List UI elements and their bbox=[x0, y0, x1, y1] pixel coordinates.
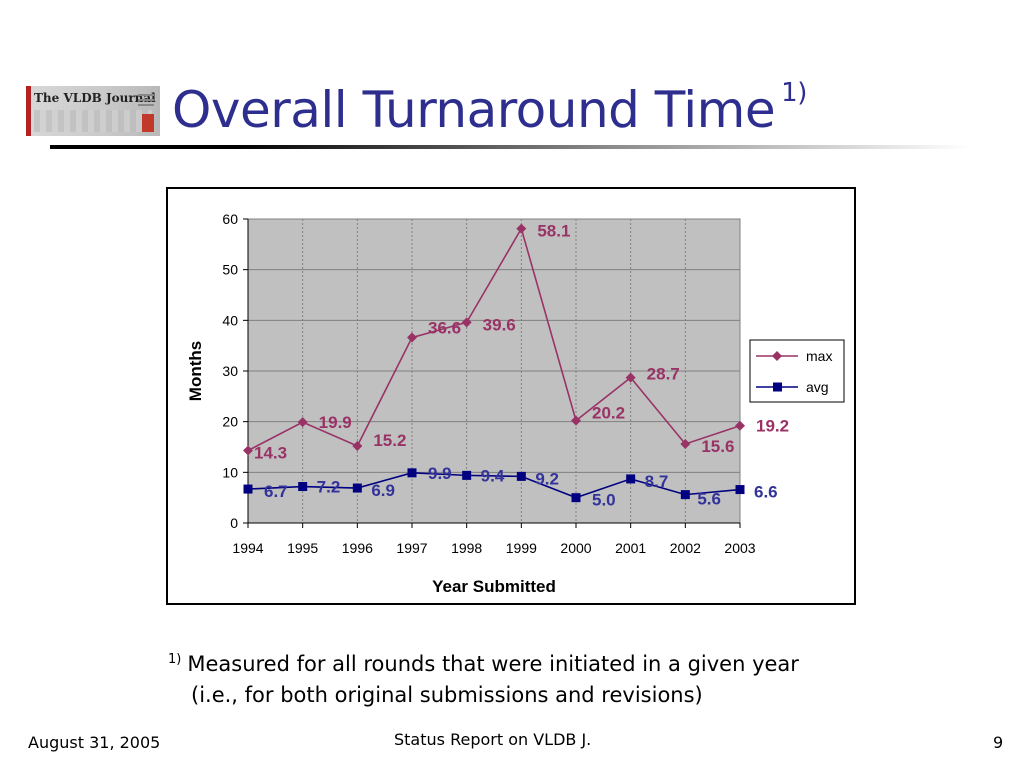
x-tick-label: 2001 bbox=[615, 540, 646, 556]
y-axis-title: Months bbox=[186, 341, 205, 401]
y-tick-label: 10 bbox=[222, 464, 238, 480]
footer-date: August 31, 2005 bbox=[28, 733, 161, 752]
series-line-avg bbox=[247, 472, 741, 499]
data-point-avg bbox=[243, 484, 253, 494]
x-tick-label: 1995 bbox=[287, 540, 318, 556]
data-label-max: 19.2 bbox=[756, 417, 789, 436]
vldb-journal-logo: The VLDB Journal bbox=[26, 86, 160, 136]
data-point-avg bbox=[298, 482, 308, 492]
data-point-avg bbox=[571, 493, 581, 503]
data-label-max: 36.6 bbox=[428, 319, 461, 338]
logo-red-box bbox=[142, 114, 154, 132]
title-footnote-ref: 1) bbox=[781, 78, 807, 108]
data-point-max bbox=[297, 417, 308, 428]
footnote-text-1: Measured for all rounds that were initia… bbox=[187, 652, 799, 676]
x-tick-label: 1999 bbox=[506, 540, 537, 556]
logo-stripe bbox=[26, 86, 31, 136]
data-label-max: 14.3 bbox=[254, 444, 287, 463]
y-tick-label: 0 bbox=[230, 515, 238, 531]
y-tick-label: 40 bbox=[222, 312, 238, 328]
data-label-avg: 7.2 bbox=[317, 478, 341, 497]
slide-title-text: Overall Turnaround Time bbox=[172, 81, 776, 139]
x-tick-label: 1998 bbox=[451, 540, 482, 556]
data-label-avg: 6.9 bbox=[371, 481, 395, 500]
data-label-avg: 9.4 bbox=[481, 466, 505, 485]
x-tick-label: 1996 bbox=[342, 540, 373, 556]
series-line-max bbox=[247, 226, 741, 452]
data-label-max: 28.7 bbox=[647, 365, 680, 384]
title-underline bbox=[50, 145, 970, 149]
legend-box bbox=[749, 339, 845, 403]
legend-label-avg: avg bbox=[806, 379, 829, 395]
logo-sub-lines bbox=[138, 94, 154, 109]
data-point-max bbox=[516, 223, 527, 234]
y-tick-label: 60 bbox=[222, 211, 238, 227]
legend-label-max: max bbox=[806, 348, 832, 364]
data-point-avg bbox=[462, 470, 472, 480]
slide-title: Overall Turnaround Time 1) bbox=[172, 78, 807, 139]
data-label-avg: 6.7 bbox=[264, 482, 288, 501]
data-label-avg: 6.6 bbox=[754, 483, 778, 502]
x-tick-label: 2000 bbox=[560, 540, 591, 556]
data-point-max bbox=[461, 317, 472, 328]
page-number: 9 bbox=[993, 733, 1004, 752]
x-tick-label: 2003 bbox=[724, 540, 755, 556]
data-point-avg bbox=[352, 483, 362, 493]
data-label-avg: 8.7 bbox=[645, 472, 669, 491]
footnote-line-1: 1) Measured for all rounds that were init… bbox=[168, 644, 799, 680]
data-point-avg bbox=[735, 485, 745, 495]
data-point-avg bbox=[680, 490, 690, 500]
y-tick-label: 20 bbox=[222, 414, 238, 430]
legend-marker-avg bbox=[773, 382, 782, 392]
data-label-avg: 5.6 bbox=[697, 490, 721, 509]
footer-title: Status Report on VLDB J. bbox=[394, 730, 592, 749]
data-point-max bbox=[407, 332, 417, 343]
data-point-max bbox=[243, 445, 253, 456]
chart-frame: 0 10 20 30 40 50 60 1994 1995 1996 1997 1998 1999 200… bbox=[166, 187, 856, 605]
x-tick-label: 1997 bbox=[396, 540, 427, 556]
logo-text: The VLDB Journal bbox=[34, 91, 156, 105]
data-label-avg: 9.2 bbox=[535, 469, 559, 488]
x-tick-label: 1994 bbox=[232, 540, 263, 556]
data-label-max: 20.2 bbox=[592, 404, 625, 423]
logo-texture bbox=[34, 110, 152, 132]
data-point-max bbox=[571, 415, 581, 426]
legend-marker-max bbox=[772, 351, 782, 361]
y-tick-label: 50 bbox=[222, 262, 238, 278]
data-point-avg bbox=[516, 471, 526, 481]
data-label-max: 58.1 bbox=[537, 222, 570, 241]
data-label-avg: 5.0 bbox=[592, 491, 616, 510]
data-label-avg: 9.9 bbox=[428, 464, 452, 483]
data-label-max: 15.2 bbox=[373, 431, 406, 450]
line-chart: 0 10 20 30 40 50 60 1994 1995 1996 1997 1998 1999 200… bbox=[186, 211, 845, 596]
footnote: 1) Measured for all rounds that were init… bbox=[168, 644, 799, 711]
data-point-max bbox=[352, 440, 363, 451]
data-point-avg bbox=[626, 474, 636, 484]
data-point-max bbox=[735, 420, 745, 431]
footnote-line-2: (i.e., for both original submissions and… bbox=[191, 683, 703, 707]
footnote-mark: 1) bbox=[168, 652, 182, 667]
data-label-max: 15.6 bbox=[701, 437, 734, 456]
y-tick-label: 30 bbox=[222, 363, 238, 379]
x-tick-label: 2002 bbox=[670, 540, 701, 556]
data-point-max bbox=[680, 438, 691, 449]
data-label-max: 39.6 bbox=[483, 315, 516, 334]
data-point-avg bbox=[407, 468, 417, 478]
data-point-max bbox=[625, 372, 636, 383]
x-axis-title: Year Submitted bbox=[432, 577, 556, 596]
data-label-max: 19.9 bbox=[319, 413, 352, 432]
